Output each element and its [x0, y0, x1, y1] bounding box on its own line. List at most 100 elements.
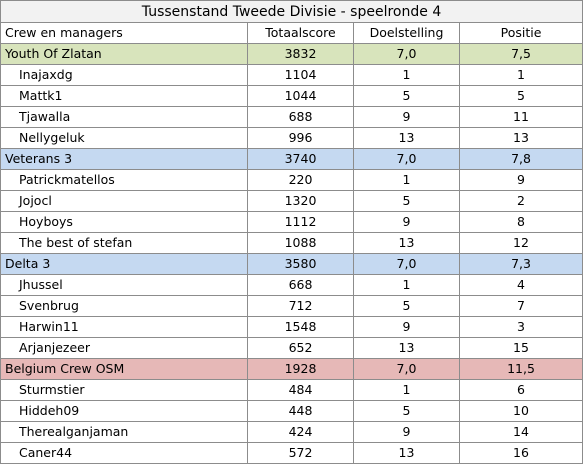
manager-name: Patrickmatellos [0, 169, 248, 191]
manager-score: 688 [247, 106, 354, 128]
manager-goal: 9 [353, 316, 460, 338]
title-row: Tussenstand Tweede Divisie - speelronde … [0, 0, 584, 23]
manager-goal: 13 [353, 442, 460, 464]
manager-name: Inajaxdg [0, 64, 248, 86]
manager-position: 10 [458, 400, 584, 422]
manager-row: Caner44 572 13 16 [0, 442, 584, 464]
manager-position: 14 [458, 421, 584, 443]
manager-position: 7 [458, 295, 584, 317]
team-goal: 7,0 [353, 358, 460, 380]
manager-row: Arjanjezeer 652 13 15 [0, 337, 584, 359]
manager-row: Inajaxdg 1104 1 1 [0, 64, 584, 86]
manager-row: Patrickmatellos 220 1 9 [0, 169, 584, 191]
manager-score: 712 [247, 295, 354, 317]
manager-name: Therealganjaman [0, 421, 248, 443]
manager-row: The best of stefan 1088 13 12 [0, 232, 584, 254]
manager-score: 572 [247, 442, 354, 464]
team-score: 1928 [247, 358, 354, 380]
manager-goal: 1 [353, 64, 460, 86]
team-position: 7,3 [458, 253, 584, 275]
manager-name: Hiddeh09 [0, 400, 248, 422]
table-title: Tussenstand Tweede Divisie - speelronde … [0, 0, 584, 23]
manager-position: 11 [458, 106, 584, 128]
manager-goal: 9 [353, 106, 460, 128]
manager-name: Harwin11 [0, 316, 248, 338]
manager-row: Therealganjaman 424 9 14 [0, 421, 584, 443]
manager-goal: 1 [353, 169, 460, 191]
manager-row: Mattk1 1044 5 5 [0, 85, 584, 107]
manager-goal: 13 [353, 337, 460, 359]
manager-goal: 13 [353, 232, 460, 254]
manager-row: Hiddeh09 448 5 10 [0, 400, 584, 422]
manager-goal: 9 [353, 421, 460, 443]
manager-position: 6 [458, 379, 584, 401]
team-row: Veterans 3 3740 7,0 7,8 [0, 148, 584, 170]
manager-position: 13 [458, 127, 584, 149]
manager-position: 16 [458, 442, 584, 464]
team-name: Veterans 3 [0, 148, 248, 170]
manager-score: 1104 [247, 64, 354, 86]
manager-score: 220 [247, 169, 354, 191]
manager-row: Tjawalla 688 9 11 [0, 106, 584, 128]
team-row: Youth Of Zlatan 3832 7,0 7,5 [0, 43, 584, 65]
manager-name: Tjawalla [0, 106, 248, 128]
manager-position: 8 [458, 211, 584, 233]
manager-goal: 5 [353, 400, 460, 422]
manager-name: Jojocl [0, 190, 248, 212]
team-position: 7,5 [458, 43, 584, 65]
manager-goal: 1 [353, 379, 460, 401]
manager-position: 2 [458, 190, 584, 212]
team-score: 3580 [247, 253, 354, 275]
manager-row: Jhussel 668 1 4 [0, 274, 584, 296]
manager-score: 996 [247, 127, 354, 149]
manager-score: 1548 [247, 316, 354, 338]
manager-position: 5 [458, 85, 584, 107]
manager-score: 1044 [247, 85, 354, 107]
manager-goal: 13 [353, 127, 460, 149]
manager-name: Hoyboys [0, 211, 248, 233]
manager-position: 4 [458, 274, 584, 296]
manager-position: 3 [458, 316, 584, 338]
manager-name: Arjanjezeer [0, 337, 248, 359]
manager-score: 668 [247, 274, 354, 296]
team-name: Belgium Crew OSM [0, 358, 248, 380]
team-row: Belgium Crew OSM 1928 7,0 11,5 [0, 358, 584, 380]
manager-name: Caner44 [0, 442, 248, 464]
header-totaalscore: Totaalscore [247, 22, 354, 44]
manager-row: Harwin11 1548 9 3 [0, 316, 584, 338]
manager-name: Svenbrug [0, 295, 248, 317]
team-name: Youth Of Zlatan [0, 43, 248, 65]
team-goal: 7,0 [353, 148, 460, 170]
team-goal: 7,0 [353, 253, 460, 275]
manager-row: Sturmstier 484 1 6 [0, 379, 584, 401]
manager-name: Mattk1 [0, 85, 248, 107]
manager-goal: 5 [353, 190, 460, 212]
manager-row: Svenbrug 712 5 7 [0, 295, 584, 317]
manager-name: Nellygeluk [0, 127, 248, 149]
header-crew: Crew en managers [0, 22, 248, 44]
manager-score: 1088 [247, 232, 354, 254]
manager-goal: 5 [353, 85, 460, 107]
header-row: Crew en managers Totaalscore Doelstellin… [0, 22, 584, 44]
manager-score: 1112 [247, 211, 354, 233]
team-position: 7,8 [458, 148, 584, 170]
manager-goal: 9 [353, 211, 460, 233]
manager-row: Hoyboys 1112 9 8 [0, 211, 584, 233]
team-position: 11,5 [458, 358, 584, 380]
manager-score: 424 [247, 421, 354, 443]
manager-name: The best of stefan [0, 232, 248, 254]
manager-goal: 1 [353, 274, 460, 296]
manager-row: Nellygeluk 996 13 13 [0, 127, 584, 149]
manager-position: 15 [458, 337, 584, 359]
header-doelstelling: Doelstelling [353, 22, 460, 44]
team-goal: 7,0 [353, 43, 460, 65]
team-row: Delta 3 3580 7,0 7,3 [0, 253, 584, 275]
header-positie: Positie [458, 22, 584, 44]
manager-goal: 5 [353, 295, 460, 317]
team-name: Delta 3 [0, 253, 248, 275]
manager-score: 448 [247, 400, 354, 422]
manager-position: 9 [458, 169, 584, 191]
team-score: 3832 [247, 43, 354, 65]
manager-score: 652 [247, 337, 354, 359]
